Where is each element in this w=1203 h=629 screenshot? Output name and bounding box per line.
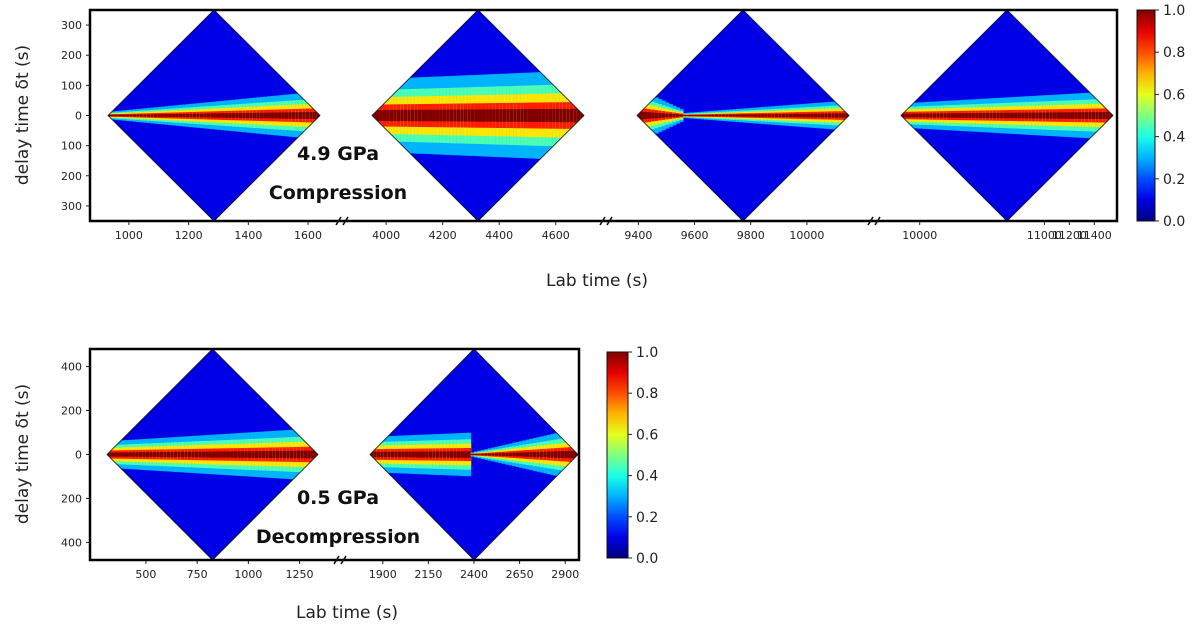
axis-break-mark [867,216,881,226]
y-tick-label: 200 [61,170,82,183]
y-tick-label: 300 [61,200,82,213]
colorbar-tick-label: 1.0 [1163,3,1185,19]
colorbar: 1.0 0.8 0.6 0.4 0.2 0.0 [1136,3,1185,230]
axis-break-mark [335,216,349,226]
x-tick-label: 4600 [542,229,570,242]
x-tick-label: 9800 [737,229,765,242]
y-tick-label: 200 [61,405,82,418]
x-tick-label: 1400 [234,229,262,242]
x-tick-label: 9400 [624,229,652,242]
x-axis-label: Lab time (s) [296,603,398,623]
axis-break-mark [599,216,613,226]
y-tick-label: 0 [75,449,82,462]
x-tick-label: 4000 [372,229,400,242]
y-axis-label: delay time δt (s) [13,45,33,185]
colorbar-tick-label: 0.4 [1163,130,1185,146]
colorbar-gradient [606,351,629,559]
x-tick-label: 1900 [369,568,397,581]
colorbar-tick-label: 0.8 [636,386,658,402]
colorbar-tick-label: 0.2 [1163,172,1185,188]
x-tick-label: 9600 [681,229,709,242]
x-tick-label: 1000 [115,229,143,242]
x-tick-label: 1600 [294,229,322,242]
heatmap-panel-0-1: 4000 4200 4400 4600 [371,9,585,242]
compression-pressure-label: 4.9 GPa [297,143,379,165]
x-tick-label: 10000 [902,229,937,242]
colorbar-tick-label: 0.6 [636,427,658,443]
x-axis-label: Lab time (s) [546,271,648,291]
colorbar-gradient [1136,9,1156,222]
x-tick-label: 500 [135,568,156,581]
x-tick-label: 11200 [1052,229,1087,242]
y-tick-label: 300 [61,19,82,32]
diamond-outline [900,9,1114,222]
x-tick-label: 4200 [429,229,457,242]
diamond-outline [106,348,319,561]
colorbar-tick-label: 0.4 [636,469,658,485]
x-tick-label: 750 [187,568,208,581]
x-tick-label: 1000 [234,568,262,581]
x-tick-label: 11400 [1077,229,1112,242]
x-tick-label: 1250 [286,568,314,581]
diamond-outline [107,9,321,222]
y-tick-label: 200 [61,49,82,62]
y-axis-label: delay time δt (s) [13,384,33,524]
x-tick-label: 2150 [414,568,442,581]
colorbar-tick-label: 1.0 [636,345,658,361]
compression-process-label: Compression [269,182,407,204]
axis-break-mark [333,555,347,565]
x-tick-label: 4400 [485,229,513,242]
colorbar-tick-label: 0.6 [1163,87,1185,103]
decompression-process-label: Decompression [256,526,420,548]
decompression-pressure-label: 0.5 GPa [297,487,379,509]
diamond-outline [636,9,850,222]
x-tick-label: 2900 [551,568,579,581]
y-tick-label: 200 [61,492,82,505]
y-tick-label: 400 [61,361,82,374]
x-tick-label: 10000 [789,229,824,242]
x-tick-label: 2650 [506,568,534,581]
y-tick-label: 0 [75,110,82,123]
colorbar-tick-label: 0.0 [1163,214,1185,230]
diamond-outline [371,9,585,222]
x-tick-label: 1200 [175,229,203,242]
colorbar-tick-label: 0.8 [1163,45,1185,61]
colorbar-tick-label: 0.2 [636,510,658,526]
heatmap-panel-0-2: 9400 9600 9800 10000 [624,9,850,242]
x-tick-label: 2400 [460,568,488,581]
colorbar: 1.0 0.8 0.6 0.4 0.2 0.0 [606,345,658,567]
colorbar-tick-label: 0.0 [636,551,658,567]
x-tick-label: 11000 [1027,229,1062,242]
y-tick-label: 100 [61,79,82,92]
y-tick-label: 400 [61,536,82,549]
y-tick-label: 100 [61,140,82,153]
heatmap-panel-0-0: 1000 1200 1400 1600 [107,9,322,242]
